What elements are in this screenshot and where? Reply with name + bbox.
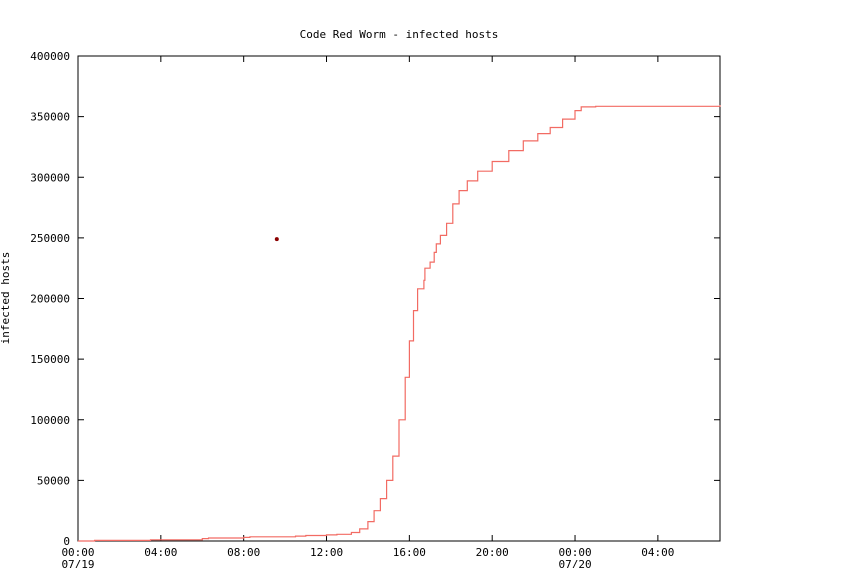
y-tick-label: 100000: [30, 414, 70, 427]
annotation-layer: [274, 237, 279, 242]
x-tick-label: 16:00: [393, 546, 426, 559]
x-tick-label: 08:00: [227, 546, 260, 559]
y-tick-label: 200000: [30, 293, 70, 306]
x-tick-label: 04:00: [144, 546, 177, 559]
y-tick-label: 350000: [30, 111, 70, 124]
y-axis-ticks: 0 50000 100000 150000 200000 250000 300000 3500…: [30, 50, 720, 548]
x-tick-label: 04:00: [641, 546, 674, 559]
x-tick-label: 00:00: [558, 546, 591, 559]
x-tick-label: 12:00: [310, 546, 343, 559]
plot-area-frame: [77, 55, 721, 542]
series-line: [78, 105, 721, 542]
y-tick-label: 50000: [37, 474, 70, 487]
y-tick-label: 250000: [30, 232, 70, 245]
chart-title: Code Red Worm - infected hosts: [300, 28, 499, 41]
x-tick-date-label: 07/20: [558, 558, 591, 568]
x-tick-label: 20:00: [476, 546, 509, 559]
y-tick-label: 400000: [30, 50, 70, 63]
y-tick-label: 0: [63, 535, 70, 548]
data-point-marker: [274, 237, 279, 242]
x-tick-label: 00:00: [61, 546, 94, 559]
y-tick-label: 150000: [30, 353, 70, 366]
series-layer: [78, 105, 721, 542]
y-tick-label: 300000: [30, 171, 70, 184]
y-axis-label: infected hosts: [0, 252, 12, 345]
x-tick-date-label: 07/19: [61, 558, 94, 568]
